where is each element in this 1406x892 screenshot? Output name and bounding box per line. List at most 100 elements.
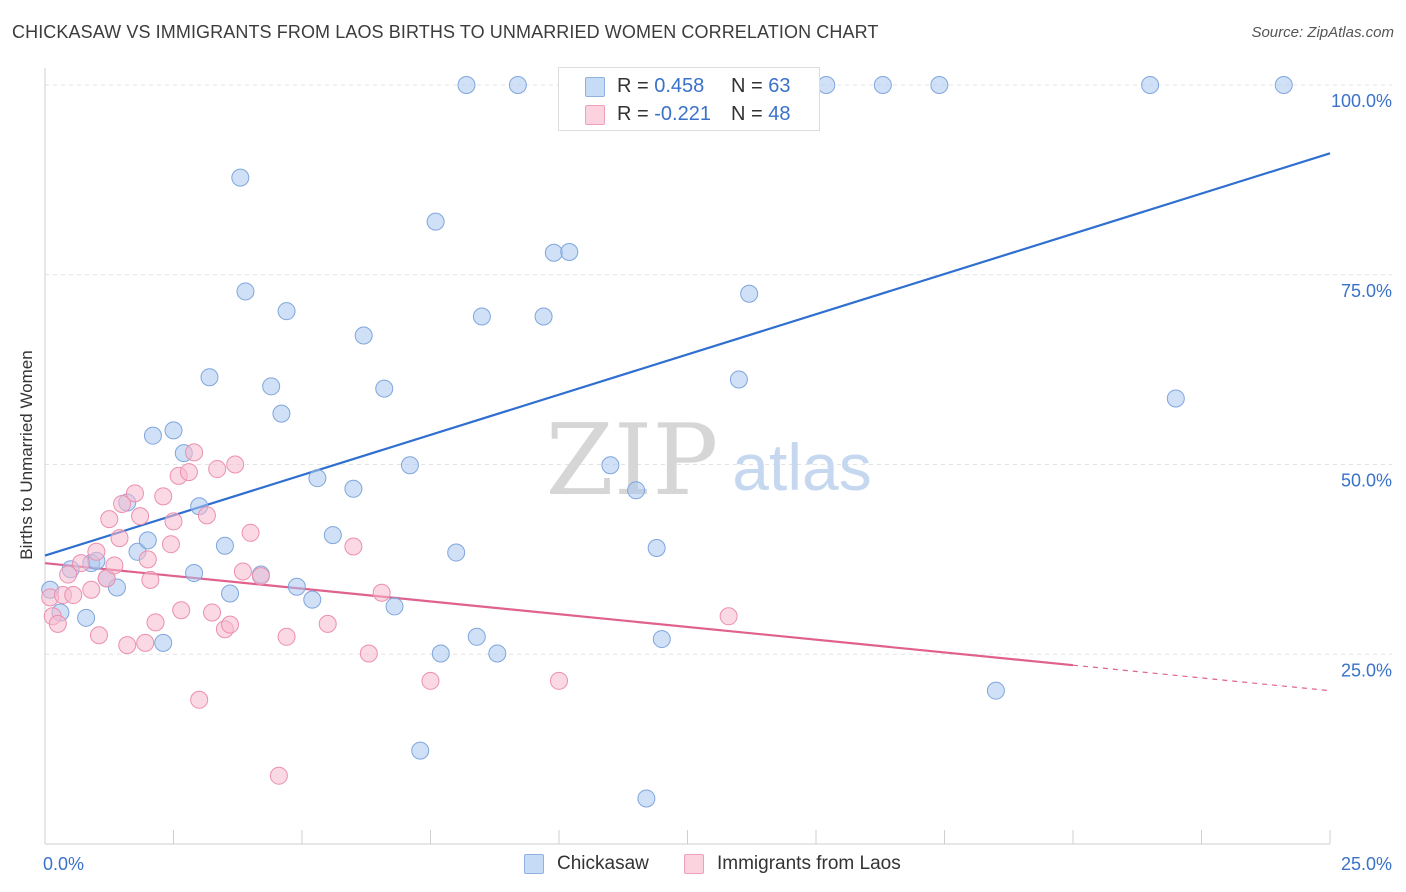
point-chickasaw (740, 284, 759, 303)
point-laos (208, 460, 227, 479)
trend-line-extension-1 (1072, 664, 1331, 692)
point-laos (82, 580, 101, 599)
point-chickasaw (986, 681, 1005, 700)
legend-r-value: -0.221 (654, 103, 711, 125)
legend-swatch-chickasaw (585, 77, 605, 97)
point-chickasaw (488, 644, 507, 663)
point-chickasaw (143, 426, 162, 445)
legend-n: N = 63 (731, 75, 791, 97)
point-chickasaw (431, 644, 450, 663)
point-laos (241, 523, 260, 542)
trend-lines (44, 152, 1331, 692)
point-laos (226, 455, 245, 474)
point-chickasaw (426, 212, 445, 231)
point-chickasaw (308, 469, 327, 488)
correlation-legend: R = 0.458 N = 63 R = -0.221 N = 48 (558, 67, 820, 131)
trend-line-0 (44, 152, 1331, 557)
point-laos (190, 690, 209, 709)
point-laos (87, 542, 106, 561)
legend-n-value: 63 (768, 75, 791, 97)
legend-label-laos: Immigrants from Laos (717, 853, 901, 874)
point-laos (71, 554, 90, 573)
point-chickasaw (411, 741, 430, 760)
point-laos (59, 565, 78, 584)
point-chickasaw (231, 168, 250, 187)
point-chickasaw (138, 531, 157, 550)
data-points (41, 76, 1293, 808)
legend-swatch-laos (585, 105, 605, 125)
point-laos (146, 613, 165, 632)
y-axis-title: Births to Unmarried Women (17, 350, 36, 560)
point-chickasaw (637, 789, 656, 808)
point-chickasaw (817, 76, 836, 94)
watermark-atlas: atlas (732, 430, 871, 504)
point-chickasaw (467, 627, 486, 646)
point-laos (421, 671, 440, 690)
point-chickasaw (472, 307, 491, 326)
point-chickasaw (344, 479, 363, 498)
source-credit: Source: ZipAtlas.com (1251, 24, 1394, 41)
point-chickasaw (77, 608, 96, 627)
point-chickasaw (272, 404, 291, 423)
point-laos (359, 644, 378, 663)
point-laos (197, 506, 216, 525)
point-laos (141, 570, 160, 589)
chart-title: CHICKASAW VS IMMIGRANTS FROM LAOS BIRTHS… (12, 22, 879, 42)
point-laos (110, 529, 129, 548)
y-tick-label: 25.0% (1341, 660, 1392, 680)
point-laos (64, 586, 83, 605)
point-laos (203, 603, 222, 622)
point-chickasaw (534, 307, 553, 326)
point-chickasaw (262, 377, 281, 396)
point-laos (221, 615, 240, 634)
legend-r-value: 0.458 (654, 75, 705, 97)
legend-r: R = -0.221 (617, 103, 711, 125)
point-laos (550, 671, 568, 690)
point-chickasaw (508, 76, 527, 94)
series-legend: Chickasaw Immigrants from Laos (0, 850, 1406, 878)
point-chickasaw (221, 584, 240, 603)
point-laos (372, 583, 391, 602)
point-laos (164, 512, 183, 531)
point-laos (233, 562, 252, 581)
axes (44, 68, 1331, 845)
point-chickasaw (560, 242, 579, 261)
y-tick-label: 50.0% (1341, 471, 1392, 491)
point-chickasaw (447, 543, 466, 562)
point-laos (269, 766, 288, 785)
point-laos (154, 487, 173, 506)
point-chickasaw (400, 456, 419, 475)
legend-r: R = 0.458 (617, 75, 705, 97)
point-chickasaw (652, 630, 671, 649)
point-chickasaw (627, 481, 646, 500)
point-chickasaw (1166, 389, 1185, 408)
point-laos (89, 626, 108, 645)
point-laos (318, 614, 337, 633)
point-laos (131, 507, 150, 526)
point-chickasaw (277, 302, 296, 321)
point-chickasaw (457, 76, 476, 94)
point-chickasaw (647, 538, 666, 557)
legend-row-laos: R = -0.221 N = 48 (559, 100, 819, 128)
point-chickasaw (164, 421, 183, 440)
point-laos (172, 601, 191, 620)
point-chickasaw (236, 282, 255, 301)
watermark-zip: ZIP (546, 404, 719, 518)
point-laos (113, 494, 132, 513)
legend-row-chickasaw: R = 0.458 N = 63 (559, 72, 819, 100)
point-chickasaw (1274, 76, 1293, 94)
point-chickasaw (303, 590, 322, 609)
point-laos (136, 633, 155, 652)
trend-line-1 (44, 562, 1074, 667)
point-laos (138, 550, 157, 569)
point-laos (125, 484, 144, 503)
tick-labels: 25.0% 50.0% 75.0% 100.0% 0.0% 25.0% (43, 91, 1392, 874)
point-laos (277, 627, 296, 646)
point-laos (105, 556, 124, 575)
point-chickasaw (1141, 76, 1160, 94)
x-tick-label: 25.0% (1341, 854, 1392, 874)
point-laos (719, 607, 738, 626)
watermark: ZIP atlas (546, 404, 872, 518)
point-chickasaw (354, 326, 373, 345)
point-chickasaw (544, 243, 563, 262)
